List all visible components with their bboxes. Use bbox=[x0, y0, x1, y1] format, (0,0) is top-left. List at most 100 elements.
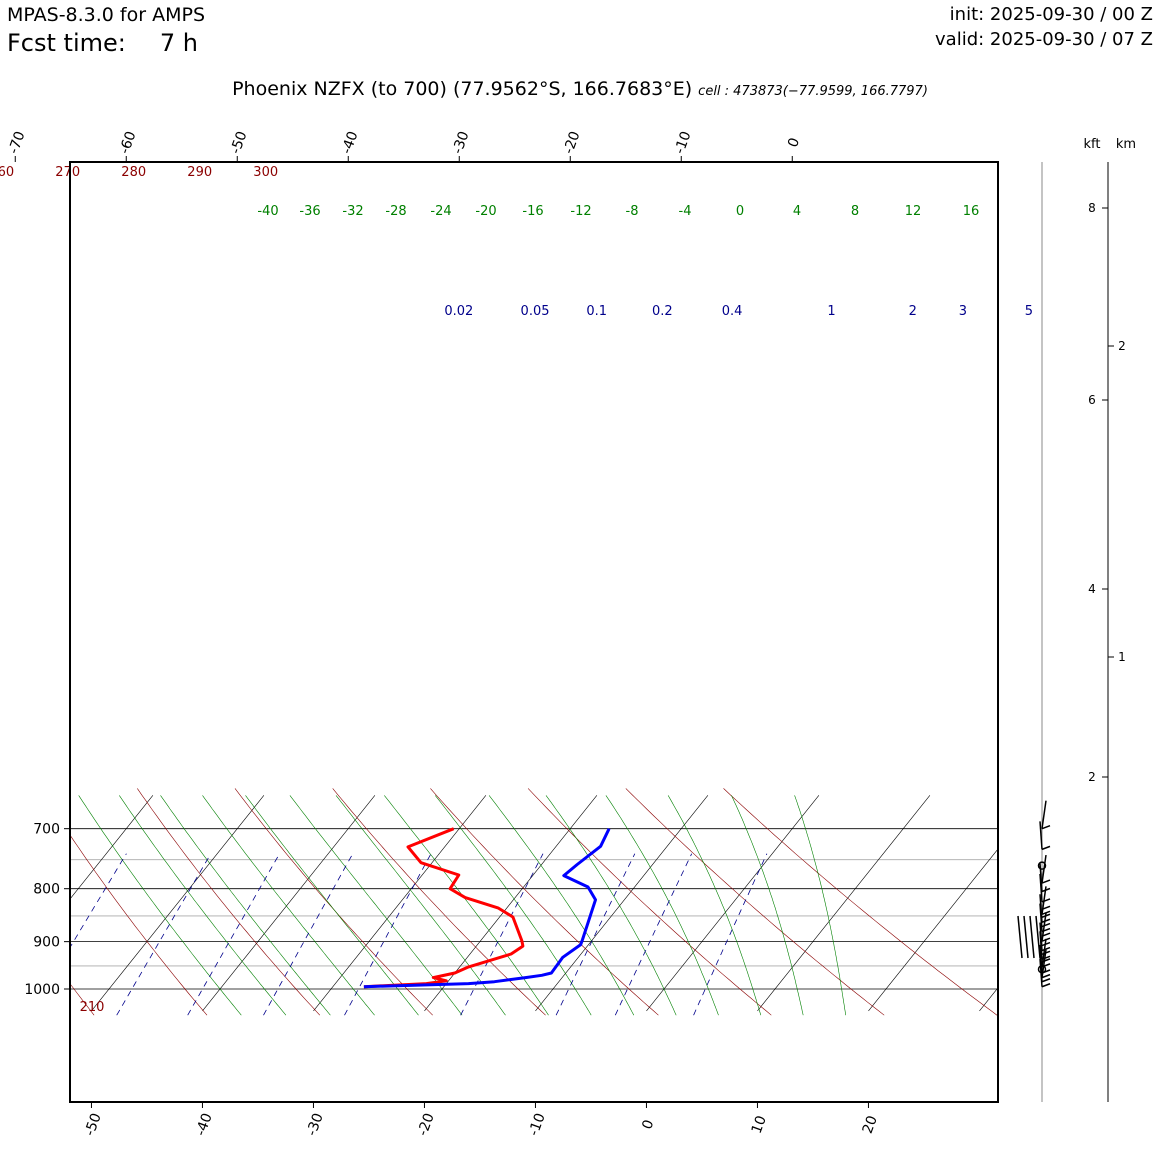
barb-staff bbox=[1041, 854, 1047, 884]
pressure-tick-label: 900 bbox=[33, 935, 60, 951]
mixing-ratio-line-0.2 bbox=[263, 853, 354, 1016]
top-temperature-tick-label: -40 bbox=[339, 129, 362, 156]
temperature-tick-label: -30 bbox=[304, 1111, 327, 1138]
pressure-tick-label: 700 bbox=[33, 822, 60, 838]
moist-adiabat-label: -40 bbox=[257, 204, 278, 219]
mixing-ratio-line-0.05 bbox=[116, 853, 212, 1016]
barb-flag bbox=[1041, 983, 1051, 988]
moist-adiabat-4 bbox=[605, 795, 719, 1016]
top-temperature-tick-label: -50 bbox=[228, 129, 251, 156]
kft-tick-label: 4 bbox=[1088, 582, 1096, 596]
temperature-tick-label: -50 bbox=[82, 1111, 105, 1138]
skewt-grid bbox=[70, 788, 1160, 1016]
calm-circle bbox=[1037, 861, 1047, 870]
dry-adiabat-300 bbox=[723, 788, 998, 1016]
top-temperature-tick-label: -70 bbox=[6, 129, 29, 156]
moist-adiabat-label: -24 bbox=[430, 204, 451, 219]
barb-staff bbox=[1039, 931, 1043, 960]
wind-profile bbox=[1017, 162, 1051, 1102]
mixing-ratio-label: 0.2 bbox=[652, 304, 673, 319]
dewpoint-profile bbox=[363, 828, 611, 989]
barb-staff bbox=[1041, 949, 1047, 978]
mixing-ratio-label: 2 bbox=[909, 304, 917, 319]
moist-adiabat-12 bbox=[731, 795, 804, 1016]
moist-adiabat--4 bbox=[488, 795, 635, 1016]
height-axis: kft km 8 6 4 2 2 1 bbox=[1084, 137, 1136, 1102]
mixing-ratio-label: 0.4 bbox=[722, 304, 743, 319]
wind-barb bbox=[1039, 958, 1051, 988]
barb-staff bbox=[1041, 800, 1047, 829]
mixing-ratio-line-0.4 bbox=[344, 853, 432, 1016]
kft-tick-label: 8 bbox=[1088, 201, 1096, 215]
isotherm--60 bbox=[70, 795, 154, 900]
moist-adiabat-label: -16 bbox=[522, 204, 543, 219]
top-temperature-tick-label: 0 bbox=[785, 136, 803, 150]
isotherm--40 bbox=[202, 795, 376, 1012]
moist-adiabat--12 bbox=[384, 795, 549, 1016]
barb-flag bbox=[1041, 946, 1051, 952]
moist-adiabat-label: 4 bbox=[793, 204, 801, 219]
barb-flag bbox=[1041, 973, 1051, 979]
temperature-tick-label: 20 bbox=[860, 1114, 881, 1136]
dry-adiabat-label: 300 bbox=[253, 165, 278, 180]
wind-barb bbox=[1041, 854, 1051, 884]
barb-flag bbox=[1041, 910, 1051, 916]
mixing-ratio-line-3 bbox=[614, 853, 693, 1016]
dry-adiabat-240 bbox=[137, 788, 321, 1016]
km-tick-label: 2 bbox=[1118, 339, 1126, 353]
barb-staff bbox=[1029, 915, 1035, 959]
isotherm-40 bbox=[1090, 795, 1160, 1011]
moist-adiabat-label: 0 bbox=[736, 204, 744, 219]
skewt-series bbox=[363, 827, 611, 989]
skewt-grid-labels: 220230240250260270280290300210-40-36-32-… bbox=[0, 165, 1033, 1015]
isotherm-10 bbox=[757, 795, 931, 1012]
moist-adiabat--8 bbox=[434, 795, 592, 1016]
skewt-axes: 7008009001000-60-50-40-30-20-1001020-70-… bbox=[6, 129, 881, 1138]
isotherm--50 bbox=[91, 795, 265, 1012]
dry-adiabat-label: 270 bbox=[55, 165, 80, 180]
forecast-time-label: Fcst time: bbox=[7, 29, 126, 57]
dry-adiabat-label: 280 bbox=[121, 165, 146, 180]
barb-staff bbox=[1039, 821, 1043, 850]
barb-flag bbox=[1041, 905, 1051, 911]
top-temperature-tick-label: -10 bbox=[672, 129, 695, 156]
moist-adiabat-label: 16 bbox=[963, 204, 980, 219]
moist-adiabat-label: -12 bbox=[570, 204, 591, 219]
moist-adiabat-0 bbox=[545, 795, 677, 1016]
barb-flag bbox=[1041, 922, 1051, 928]
isotherm-0 bbox=[646, 795, 820, 1012]
dry-adiabat-label: 290 bbox=[187, 165, 212, 180]
dry-adiabat-250 bbox=[234, 788, 433, 1016]
chart-title: Phoenix NZFX (to 700) (77.9562°S, 166.76… bbox=[0, 78, 1160, 100]
barb-flag bbox=[1041, 879, 1051, 884]
barb-staff bbox=[1035, 915, 1041, 959]
dry-adiabat-270 bbox=[430, 788, 659, 1016]
top-temperature-tick-label: -20 bbox=[561, 129, 584, 156]
moist-adiabat--40 bbox=[78, 795, 242, 1016]
barb-flag bbox=[1041, 845, 1051, 851]
barb-flag bbox=[1041, 824, 1051, 830]
station-title: Phoenix NZFX (to 700) (77.9562°S, 166.76… bbox=[232, 78, 693, 100]
barb-flag bbox=[1041, 932, 1051, 937]
barb-flag bbox=[1041, 918, 1051, 923]
moist-adiabat--28 bbox=[202, 795, 375, 1016]
barb-staff bbox=[1017, 915, 1023, 959]
moist-adiabat-label: -8 bbox=[626, 204, 639, 219]
dry-adiabat-280 bbox=[527, 788, 772, 1016]
model-name: MPAS-8.3.0 for AMPS bbox=[7, 4, 206, 26]
km-tick-label: 1 bbox=[1118, 650, 1126, 664]
top-temperature-tick-label: -30 bbox=[450, 129, 473, 156]
mixing-ratio-label: 5 bbox=[1025, 304, 1033, 319]
moist-adiabat-label: -32 bbox=[342, 204, 363, 219]
dry-adiabat-label: 260 bbox=[0, 165, 14, 180]
kft-label: kft bbox=[1084, 137, 1101, 152]
dry-adiabat-label: 210 bbox=[80, 1000, 105, 1015]
isotherm--10 bbox=[535, 795, 709, 1012]
mixing-ratio-label: 3 bbox=[959, 304, 967, 319]
moist-adiabat-8 bbox=[667, 795, 762, 1016]
wind-barb bbox=[1037, 861, 1047, 870]
cell-info: cell : 473873(−77.9599, 166.7797) bbox=[698, 84, 928, 99]
isotherm-20 bbox=[868, 848, 998, 1012]
moist-adiabat-label: -4 bbox=[679, 204, 692, 219]
moist-adiabat-label: -28 bbox=[385, 204, 406, 219]
